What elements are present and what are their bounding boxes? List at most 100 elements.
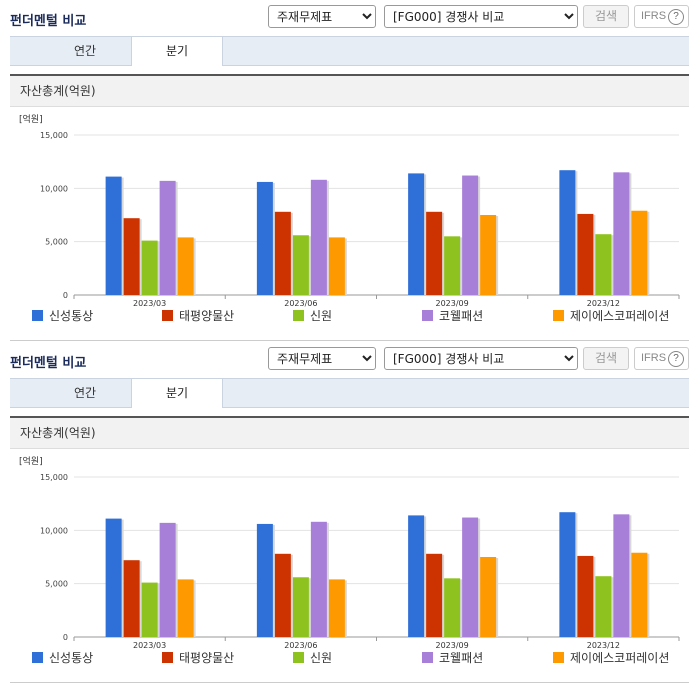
x-tick-label: 2023/09	[436, 641, 469, 649]
bar[interactable]	[123, 218, 140, 295]
bar[interactable]	[274, 211, 291, 295]
legend-swatch	[422, 310, 433, 321]
legend-item[interactable]: 신원	[293, 650, 332, 666]
legend-label: 코웰패션	[439, 651, 484, 665]
legend-swatch	[422, 652, 433, 663]
legend-item[interactable]: 신원	[293, 308, 332, 324]
legend-item[interactable]: 코웰패션	[422, 308, 483, 324]
bar[interactable]	[631, 552, 648, 637]
legend-swatch	[162, 310, 173, 321]
bar[interactable]	[426, 211, 443, 295]
bar[interactable]	[105, 518, 122, 637]
legend-label: 신원	[310, 309, 333, 323]
bar[interactable]	[462, 517, 479, 637]
x-tick-label: 2023/06	[284, 641, 317, 649]
statement-type-select[interactable]: 주재무제표	[268, 347, 376, 370]
ifrs-label: IFRS	[641, 352, 667, 364]
help-icon: ?	[668, 351, 684, 367]
legend-label: 태평양물산	[179, 309, 235, 323]
bar[interactable]	[123, 560, 140, 637]
x-tick-label: 2023/03	[133, 299, 166, 307]
y-tick-label: 5,000	[45, 580, 68, 589]
bar[interactable]	[559, 512, 576, 637]
bar[interactable]	[408, 515, 425, 637]
x-tick-label: 2023/12	[587, 641, 620, 649]
legend-item[interactable]: 태평양물산	[162, 650, 234, 666]
bar[interactable]	[177, 237, 194, 295]
bar[interactable]	[292, 235, 309, 295]
bar[interactable]	[256, 181, 273, 295]
tab-quarterly[interactable]: 분기	[131, 37, 223, 66]
y-tick-label: 0	[63, 291, 68, 300]
x-tick-label: 2023/09	[436, 299, 469, 307]
search-button[interactable]: 검색	[583, 347, 629, 370]
bar[interactable]	[177, 579, 194, 637]
bar[interactable]	[310, 521, 327, 637]
bar[interactable]	[462, 175, 479, 295]
bar[interactable]	[577, 555, 594, 637]
tab-annual[interactable]: 연간	[73, 44, 97, 58]
x-tick-label: 2023/03	[133, 641, 166, 649]
legend-swatch	[553, 310, 564, 321]
chart-box-title: 자산총계(억원)	[10, 76, 689, 107]
bar[interactable]	[159, 180, 176, 295]
peer-group-select[interactable]: [FG000] 경쟁사 비교	[384, 5, 578, 28]
y-tick-label: 15,000	[40, 131, 68, 140]
legend-swatch	[162, 652, 173, 663]
peer-group-select[interactable]: [FG000] 경쟁사 비교	[384, 347, 578, 370]
chart-legend: 신성통상 태평양물산 신원 코웰패션 제이에스코퍼레이션	[10, 650, 689, 670]
bar[interactable]	[256, 523, 273, 637]
bar[interactable]	[595, 576, 612, 637]
tab-annual[interactable]: 연간	[73, 386, 97, 400]
bar[interactable]	[613, 514, 630, 637]
panel-title: 펀더멘털 비교	[10, 14, 87, 29]
bar[interactable]	[444, 236, 461, 295]
ifrs-help-button[interactable]: IFRS ?	[634, 5, 689, 28]
legend-label: 코웰패션	[439, 309, 484, 323]
bar[interactable]	[577, 213, 594, 295]
bar[interactable]	[480, 557, 497, 637]
bar[interactable]	[141, 582, 158, 637]
legend-swatch	[293, 310, 304, 321]
legend-item[interactable]: 태평양물산	[162, 308, 234, 324]
x-tick-label: 2023/06	[284, 299, 317, 307]
bar[interactable]	[274, 553, 291, 637]
bar[interactable]	[310, 179, 327, 295]
ifrs-help-button[interactable]: IFRS ?	[634, 347, 689, 370]
chart-box: 자산총계(억원) [억원] 0 5,000 10,000 15,000 2023/03 20…	[10, 416, 689, 683]
bar[interactable]	[444, 578, 461, 637]
y-tick-label: 15,000	[40, 473, 68, 482]
x-tick-label: 2023/12	[587, 299, 620, 307]
bar[interactable]	[292, 577, 309, 637]
bar[interactable]	[631, 210, 648, 295]
bar[interactable]	[559, 170, 576, 295]
legend-swatch	[32, 310, 43, 321]
bar[interactable]	[141, 240, 158, 295]
bar[interactable]	[105, 176, 122, 295]
bar[interactable]	[595, 234, 612, 295]
help-icon: ?	[668, 9, 684, 25]
bar[interactable]	[426, 553, 443, 637]
legend-label: 태평양물산	[179, 651, 235, 665]
fundamental-panel-1: 펀더멘털 비교 주재무제표 [FG000] 경쟁사 비교 검색 IFRS ? 연…	[10, 5, 689, 341]
tab-quarterly[interactable]: 분기	[131, 379, 223, 408]
legend-item[interactable]: 제이에스코퍼레이션	[553, 650, 669, 666]
legend-label: 제이에스코퍼레이션	[570, 651, 670, 665]
bar[interactable]	[328, 237, 345, 295]
ifrs-label: IFRS	[641, 10, 667, 22]
legend-item[interactable]: 신성통상	[32, 308, 93, 324]
legend-item[interactable]: 신성통상	[32, 650, 93, 666]
bar[interactable]	[613, 172, 630, 295]
legend-item[interactable]: 코웰패션	[422, 650, 483, 666]
statement-type-select[interactable]: 주재무제표	[268, 5, 376, 28]
legend-item[interactable]: 제이에스코퍼레이션	[553, 308, 669, 324]
search-button[interactable]: 검색	[583, 5, 629, 28]
chart-legend: 신성통상 태평양물산 신원 코웰패션 제이에스코퍼레이션	[10, 308, 689, 328]
panel-title: 펀더멘털 비교	[10, 356, 87, 371]
bar[interactable]	[159, 522, 176, 637]
bar[interactable]	[328, 579, 345, 637]
y-unit-label: [억원]	[19, 455, 43, 467]
bar[interactable]	[480, 215, 497, 295]
legend-label: 신성통상	[49, 309, 94, 323]
bar[interactable]	[408, 173, 425, 295]
